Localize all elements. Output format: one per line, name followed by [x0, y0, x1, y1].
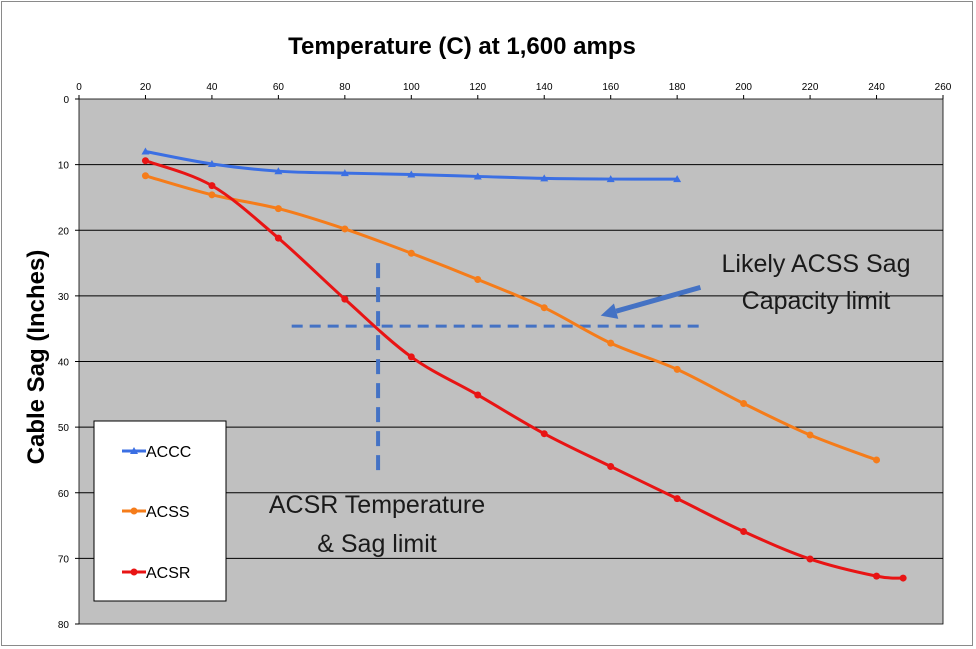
y-tick-label: 20: [58, 226, 70, 237]
data-point-acsr: [899, 574, 907, 582]
x-tick-label: 260: [935, 82, 952, 93]
y-tick-label: 10: [58, 161, 70, 172]
annotation-acss-line2: Capacity limit: [742, 287, 891, 315]
data-point-accc: [606, 175, 615, 183]
axis-ticks: 0 20 40 60 80 100 120 140 160 180 200 220 240 260 0 10 2…: [58, 82, 952, 631]
data-point-acsr: [540, 430, 548, 438]
x-tick-label: 0: [76, 82, 82, 93]
legend-label-acss: ACSS: [146, 504, 190, 521]
data-point-acss: [474, 275, 482, 283]
data-point-accc: [207, 159, 216, 167]
data-point-acss: [540, 304, 548, 312]
data-point-acsr: [208, 182, 216, 190]
x-tick-label: 40: [206, 82, 218, 93]
arrow-shaft: [615, 284, 702, 314]
y-tick-label: 40: [58, 358, 70, 369]
x-tick-label: 100: [403, 82, 420, 93]
data-point-acss: [740, 400, 748, 407]
data-point-acss: [407, 249, 415, 257]
y-tick-label: 80: [58, 620, 70, 631]
x-tick-label: 80: [339, 82, 351, 93]
data-point-accc: [141, 147, 150, 155]
legend: ACCC ACSS ACSR: [93, 420, 227, 602]
data-point-acss: [141, 172, 149, 180]
data-point-acsr: [740, 527, 748, 535]
data-point-acsr: [607, 463, 615, 470]
data-point-accc: [340, 169, 349, 177]
data-point-acsr: [341, 295, 349, 303]
series-acsr: [141, 157, 907, 582]
legend-marker-acss: [130, 507, 138, 515]
data-point-acsr: [474, 391, 482, 399]
annotation-acsr-line2: & Sag limit: [317, 530, 437, 558]
series-acss: [141, 172, 881, 464]
data-point-acsr: [873, 572, 881, 580]
data-point-acss: [806, 431, 814, 439]
legend-marker-accc: [130, 447, 138, 454]
data-point-acss: [274, 205, 282, 213]
data-point-acsr: [806, 555, 814, 563]
data-point-acsr: [673, 495, 681, 503]
y-tick-label: 60: [58, 489, 70, 500]
data-point-acss: [873, 456, 881, 464]
data-point-accc: [473, 172, 482, 180]
legend-box: [93, 420, 227, 602]
legend-label-acsr: ACSR: [146, 565, 190, 582]
x-tick-label: 60: [273, 82, 285, 93]
x-tick-label: 140: [536, 82, 553, 93]
annotation-acsr-line1: ACSR Temperature: [269, 491, 485, 519]
chart-title: Temperature (C) at 1,600 amps: [288, 33, 636, 60]
series-line-acss: [143, 174, 879, 462]
data-point-acsr: [141, 157, 149, 165]
y-axis-label: Cable Sag (Inches): [23, 250, 50, 465]
data-point-acsr: [407, 353, 415, 361]
x-tick-label: 180: [669, 82, 686, 93]
x-tick-label: 160: [602, 82, 619, 93]
data-point-acss: [607, 339, 615, 347]
series-layer: [141, 147, 907, 582]
annotation-acss-line1: Likely ACSS Sag: [722, 250, 911, 278]
reference-lines: [291, 263, 704, 474]
series-accc: [141, 147, 682, 183]
y-tick-label: 30: [58, 292, 70, 303]
y-tick-label: 50: [58, 423, 70, 434]
arrow-head: [600, 303, 619, 319]
y-tick-label: 0: [63, 95, 69, 106]
data-point-accc: [407, 170, 416, 178]
legend-marker-acsr: [130, 568, 138, 576]
x-tick-label: 20: [140, 82, 152, 93]
data-point-accc: [673, 175, 682, 183]
x-tick-label: 120: [469, 82, 486, 93]
data-point-acsr: [274, 234, 282, 242]
x-tick-label: 240: [868, 82, 885, 93]
x-tick-label: 200: [735, 82, 752, 93]
data-point-accc: [540, 174, 549, 182]
legend-label-accc: ACCC: [146, 444, 191, 461]
data-point-acss: [341, 225, 349, 233]
data-point-acss: [208, 191, 216, 199]
data-point-accc: [274, 167, 283, 175]
x-tick-label: 220: [802, 82, 819, 93]
y-tick-label: 70: [58, 554, 70, 565]
arrow-layer: [600, 284, 702, 319]
data-point-acss: [673, 365, 681, 373]
